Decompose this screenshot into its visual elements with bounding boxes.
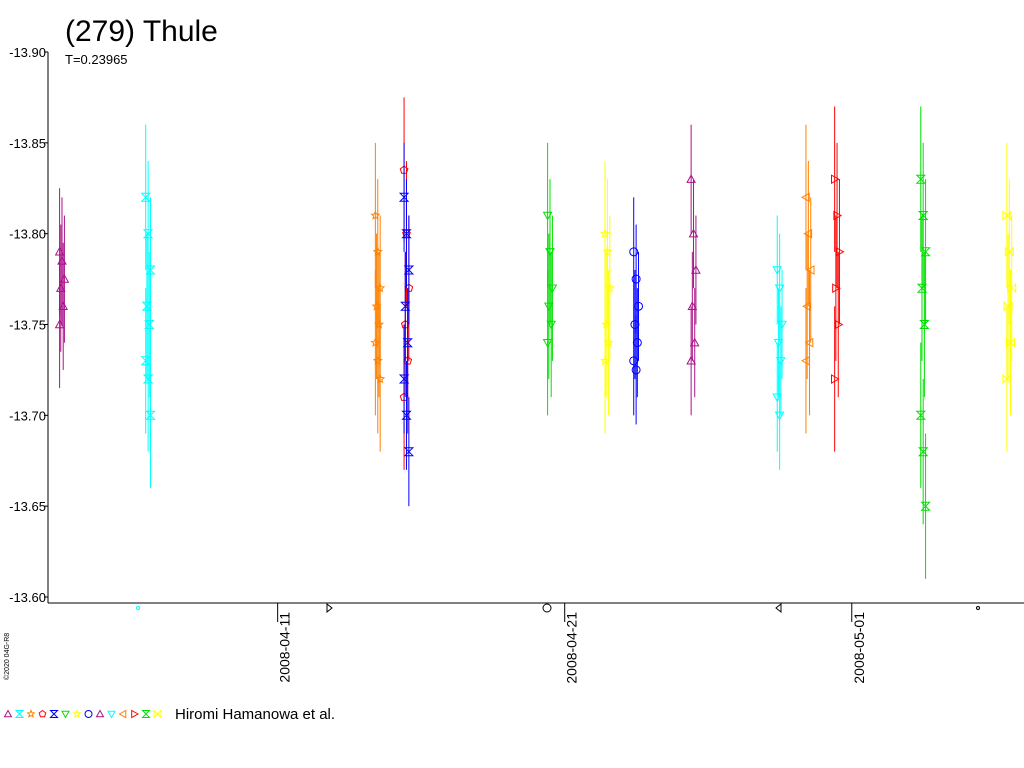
marker xyxy=(145,410,156,420)
marker xyxy=(920,501,931,511)
marker xyxy=(372,246,383,257)
y-tick-label: -13.65 xyxy=(9,499,46,514)
marker xyxy=(691,264,701,274)
marker xyxy=(917,211,929,220)
marker xyxy=(832,283,841,294)
y-tick-label: -13.75 xyxy=(9,318,46,333)
marker xyxy=(774,411,785,421)
legend-marker xyxy=(3,709,13,718)
marker xyxy=(546,320,557,330)
chart-subtitle: T=0.23965 xyxy=(65,52,128,67)
marker xyxy=(372,355,383,366)
legend-marker xyxy=(118,709,127,719)
legend-marker xyxy=(14,710,25,718)
marker xyxy=(547,284,558,294)
legend-marker xyxy=(49,710,59,718)
marker xyxy=(398,192,410,202)
marker xyxy=(629,356,639,366)
marker xyxy=(142,229,154,239)
session-marker xyxy=(326,602,333,614)
marker xyxy=(915,174,927,184)
marker xyxy=(604,282,615,293)
marker xyxy=(370,210,381,220)
marker xyxy=(542,339,553,348)
marker xyxy=(140,356,151,366)
marker xyxy=(800,355,810,366)
marker xyxy=(1003,301,1013,312)
legend-marker xyxy=(72,709,82,718)
marker xyxy=(599,355,611,366)
session-marker xyxy=(976,606,980,610)
marker xyxy=(631,274,641,284)
marker xyxy=(917,447,929,457)
marker xyxy=(686,174,696,183)
legend-marker xyxy=(38,709,47,718)
marker xyxy=(804,337,814,348)
legend-marker xyxy=(84,710,93,718)
marker xyxy=(631,365,641,375)
marker xyxy=(916,283,928,293)
legend-marker xyxy=(141,710,151,718)
marker xyxy=(833,210,843,221)
y-tick-label: -13.90 xyxy=(9,45,46,60)
marker xyxy=(140,192,151,202)
marker xyxy=(831,174,840,185)
marker xyxy=(398,374,410,384)
marker xyxy=(54,319,65,329)
marker xyxy=(603,337,614,347)
marker xyxy=(59,274,70,283)
marker xyxy=(400,301,411,311)
marker xyxy=(831,374,840,384)
marker xyxy=(374,319,385,329)
session-marker xyxy=(775,602,782,614)
x-tick-label: 2008-04-21 xyxy=(564,612,580,684)
legend-label: Hiromi Hamanowa et al. xyxy=(175,706,335,723)
y-tick-label: -13.70 xyxy=(9,408,46,423)
legend-marker xyxy=(26,709,36,718)
marker xyxy=(919,320,930,329)
marker xyxy=(375,373,386,384)
marker xyxy=(371,300,382,311)
legend-marker xyxy=(61,710,70,719)
x-tick-label: 2008-04-11 xyxy=(277,612,293,683)
marker xyxy=(802,301,811,312)
marker xyxy=(803,228,813,239)
marker xyxy=(629,247,639,257)
marker xyxy=(1002,373,1012,385)
marker xyxy=(1002,210,1012,221)
marker xyxy=(403,447,415,457)
marker xyxy=(805,265,815,275)
chart-title: (279) Thule xyxy=(65,15,218,48)
legend-marker xyxy=(95,709,105,718)
session-marker xyxy=(136,606,140,610)
marker xyxy=(58,301,69,310)
marker xyxy=(775,357,786,366)
session-marker xyxy=(542,603,552,613)
marker xyxy=(1004,246,1014,258)
y-tick-label: -13.85 xyxy=(9,136,46,151)
y-tick-label: -13.80 xyxy=(9,227,46,242)
marker xyxy=(401,410,412,420)
marker xyxy=(777,320,787,330)
marker xyxy=(689,337,700,347)
marker xyxy=(142,374,154,384)
legend-marker xyxy=(153,709,162,719)
marker xyxy=(686,355,696,365)
copyright: ©2020 04G-R8 xyxy=(3,633,11,680)
marker xyxy=(630,320,640,329)
marker xyxy=(401,229,412,239)
y-tick-label: -13.60 xyxy=(9,590,46,605)
legend-marker xyxy=(107,710,116,719)
legend-marker xyxy=(131,709,140,719)
marker xyxy=(370,337,381,347)
marker xyxy=(375,282,386,293)
marker xyxy=(915,410,927,420)
marker xyxy=(800,192,810,203)
x-tick-label: 2008-05-01 xyxy=(851,612,867,684)
